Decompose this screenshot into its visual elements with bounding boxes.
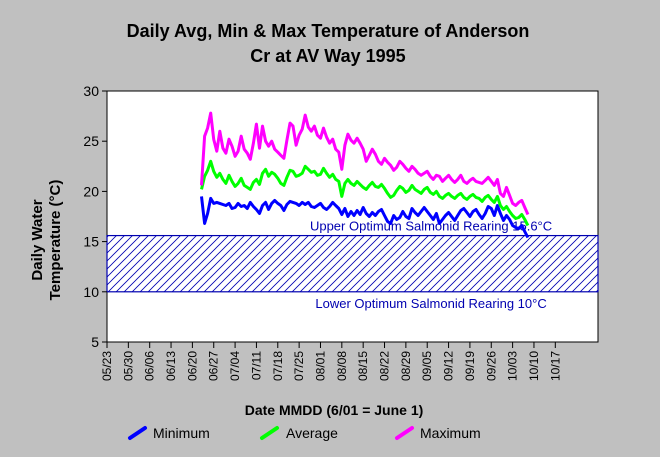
- x-axis-label: Date MMDD (6/01 = June 1): [245, 402, 424, 418]
- x-tick-label: 09/19: [463, 351, 477, 381]
- y-tick-label: 20: [83, 183, 99, 199]
- legend-swatch-minimum: [128, 426, 147, 440]
- optimum-rearing-band: [106, 234, 599, 293]
- x-tick-label: 10/10: [527, 351, 541, 381]
- x-axis: 05/23 05/30 06/06 06/13 06/20 06/27 07/04 07/11…: [100, 342, 562, 381]
- legend-label-minimum: Minimum: [153, 425, 210, 441]
- x-tick-label: 10/03: [506, 351, 520, 381]
- x-tick-label: 08/15: [356, 351, 370, 381]
- x-tick-label: 08/22: [378, 351, 392, 381]
- x-tick-label: 05/23: [100, 351, 114, 381]
- series-line-average: [200, 159, 530, 227]
- legend-item-maximum: Maximum: [395, 425, 481, 441]
- chart-title-line1: Daily Avg, Min & Max Temperature of Ande…: [127, 21, 530, 41]
- y-tick-label: 10: [83, 284, 99, 300]
- x-tick-label: 06/27: [207, 351, 221, 381]
- legend-item-average: Average: [260, 425, 338, 441]
- legend-label-average: Average: [286, 425, 338, 441]
- y-tick-label: 30: [83, 83, 99, 99]
- legend-swatch-average: [260, 426, 279, 440]
- x-tick-label: 10/17: [548, 351, 562, 381]
- y-axis: 5 10 15 20 25 30: [83, 83, 107, 350]
- y-tick-label: 25: [83, 133, 99, 149]
- series-line-maximum: [200, 111, 530, 216]
- x-tick-label: 06/06: [143, 351, 157, 381]
- x-tick-label: 06/13: [164, 351, 178, 381]
- x-tick-label: 06/20: [185, 351, 199, 381]
- y-axis-label-line2: Temperature (°C): [47, 180, 64, 301]
- x-tick-label: 07/11: [249, 351, 263, 380]
- series-line-minimum: [200, 196, 530, 239]
- x-tick-label: 07/04: [228, 351, 242, 381]
- y-tick-label: 5: [91, 334, 99, 350]
- x-tick-label: 09/05: [420, 351, 434, 381]
- y-axis-label-line1: Daily Water: [29, 199, 46, 280]
- x-tick-label: 09/12: [442, 351, 456, 381]
- chart-title-line2: Cr at AV Way 1995: [250, 46, 405, 66]
- x-tick-label: 08/01: [313, 351, 327, 381]
- plot-area: [106, 90, 599, 343]
- lower-optimum-label: Lower Optimum Salmonid Rearing 10°C: [315, 296, 546, 311]
- x-tick-label: 07/18: [271, 351, 285, 381]
- legend-label-maximum: Maximum: [420, 425, 481, 441]
- x-tick-label: 08/29: [399, 351, 413, 381]
- legend: Minimum Average Maximum: [128, 425, 481, 441]
- legend-swatch-maximum: [395, 426, 414, 440]
- x-tick-label: 07/25: [292, 351, 306, 381]
- y-tick-label: 15: [83, 234, 99, 250]
- x-tick-label: 05/30: [121, 351, 135, 381]
- series-lines: [200, 111, 530, 239]
- x-tick-label: 08/08: [335, 351, 349, 381]
- x-tick-label: 09/26: [484, 351, 498, 381]
- upper-optimum-label: Upper Optimum Salmonid Rearing 15.6°C: [310, 219, 552, 234]
- legend-item-minimum: Minimum: [128, 425, 210, 441]
